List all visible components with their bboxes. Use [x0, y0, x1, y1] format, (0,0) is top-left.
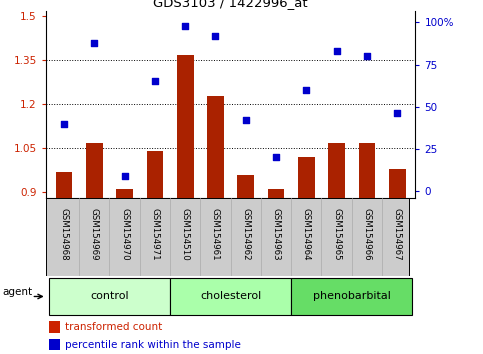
Point	[212, 33, 219, 39]
Text: GSM154510: GSM154510	[181, 207, 190, 260]
Bar	[49, 339, 60, 350]
Point	[151, 79, 159, 84]
Bar	[268, 189, 284, 354]
Text: GSM154961: GSM154961	[211, 207, 220, 260]
Bar	[49, 321, 60, 333]
Point	[333, 48, 341, 54]
Text: GSM154963: GSM154963	[271, 207, 281, 260]
Bar	[328, 143, 345, 354]
Point	[302, 87, 310, 93]
Bar	[207, 96, 224, 354]
Bar	[146, 152, 163, 354]
Text: GSM154968: GSM154968	[59, 207, 69, 260]
Bar	[170, 278, 291, 315]
Bar	[298, 157, 315, 354]
Text: phenobarbital: phenobarbital	[313, 291, 391, 302]
Point	[272, 154, 280, 160]
Text: GSM154967: GSM154967	[393, 207, 402, 260]
Point	[363, 53, 371, 59]
Text: cholesterol: cholesterol	[200, 291, 261, 302]
Point	[90, 40, 98, 45]
Point	[181, 23, 189, 29]
Text: percentile rank within the sample: percentile rank within the sample	[65, 340, 241, 350]
Text: GSM154971: GSM154971	[150, 207, 159, 260]
Bar	[86, 143, 103, 354]
Bar	[389, 169, 406, 354]
Bar	[238, 175, 254, 354]
Bar	[177, 55, 194, 354]
Text: GSM154966: GSM154966	[362, 207, 371, 260]
Point	[60, 121, 68, 126]
Text: transformed count: transformed count	[65, 322, 163, 332]
Title: GDS3103 / 1422996_at: GDS3103 / 1422996_at	[153, 0, 308, 10]
Point	[121, 173, 128, 179]
Point	[393, 111, 401, 116]
Text: agent: agent	[2, 287, 33, 297]
Point	[242, 118, 250, 123]
Bar	[116, 189, 133, 354]
Bar	[291, 278, 412, 315]
Bar	[358, 143, 375, 354]
Text: GSM154964: GSM154964	[302, 207, 311, 260]
Bar	[56, 172, 72, 354]
Text: control: control	[90, 291, 129, 302]
Bar	[49, 278, 170, 315]
Text: GSM154969: GSM154969	[90, 207, 99, 260]
Text: GSM154962: GSM154962	[242, 207, 250, 260]
Text: GSM154970: GSM154970	[120, 207, 129, 260]
Text: GSM154965: GSM154965	[332, 207, 341, 260]
